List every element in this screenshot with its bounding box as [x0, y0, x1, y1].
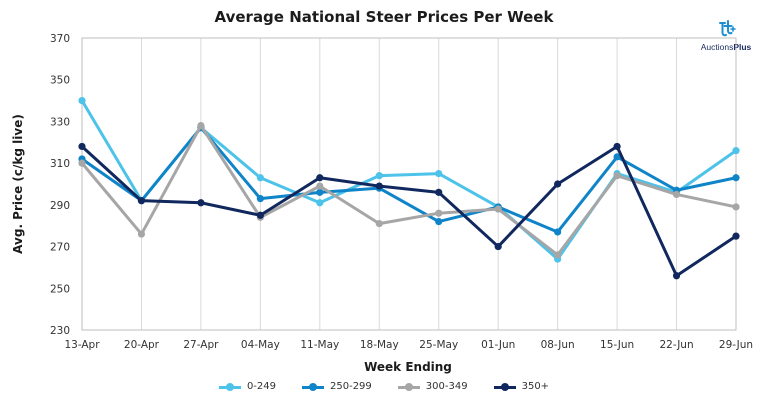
x-tick-label: 29-Jun	[719, 339, 753, 351]
x-tick-label: 11-May	[300, 339, 339, 351]
data-point	[732, 203, 740, 211]
data-point	[316, 174, 324, 182]
series-line	[80, 99, 737, 261]
plot-area-frame	[81, 37, 737, 331]
data-point	[554, 251, 562, 259]
axes	[81, 37, 737, 331]
y-tick-label: 330	[50, 116, 70, 128]
legend-item: 300-349	[397, 381, 468, 392]
data-point	[375, 172, 383, 180]
legend-swatch	[218, 382, 241, 392]
series-350+	[78, 142, 740, 280]
data-point	[435, 169, 443, 178]
data-point	[256, 211, 264, 219]
data-point	[316, 188, 324, 196]
data-point	[435, 209, 443, 217]
x-tick-label: 08-Jun	[541, 339, 575, 351]
x-tick-label: 20-Apr	[124, 339, 160, 351]
legend-swatch	[397, 382, 420, 392]
legend: 0-249 250-299 300-349 350+	[0, 381, 768, 392]
data-point	[316, 199, 324, 207]
series-line	[80, 144, 737, 278]
x-tick-label: 15-Jun	[600, 339, 634, 351]
legend-item: 250-299	[302, 381, 372, 392]
y-axis-title: Avg. Price (c/kg live)	[11, 114, 25, 254]
data-point	[256, 195, 264, 203]
data-point	[256, 174, 264, 182]
data-point	[613, 153, 621, 161]
legend-label: 0-249	[246, 381, 276, 392]
data-point	[672, 272, 681, 280]
y-tick-label: 270	[50, 242, 70, 254]
data-point	[435, 188, 443, 196]
x-tick-label: 04-May	[241, 339, 280, 351]
legend-swatch	[302, 382, 324, 392]
series-line	[81, 126, 737, 234]
x-tick-label: 18-May	[360, 339, 399, 351]
data-point	[494, 205, 502, 213]
x-tick-label: 13-Apr	[64, 339, 100, 351]
legend-label: 300-349	[425, 381, 468, 392]
series-0-249	[78, 96, 740, 263]
data-point	[554, 228, 562, 236]
y-tick-label: 290	[50, 200, 70, 212]
series-line	[80, 124, 737, 257]
data-point	[78, 142, 86, 151]
data-point	[197, 199, 205, 207]
tick-labels: 230 250 270 290 310 330 350 370 13-Apr 20-Apr 27-A…	[50, 33, 753, 351]
data-point	[613, 142, 621, 151]
brand-text-regular: Auctions	[700, 42, 734, 52]
series-lines	[78, 96, 740, 280]
data-point	[494, 242, 502, 251]
data-point	[78, 159, 86, 167]
legend-item: 0-249	[218, 381, 276, 392]
gridlines	[81, 38, 737, 330]
brand-logo: AuctionsPlus	[693, 20, 759, 60]
legend-label: 250-299	[330, 381, 372, 392]
data-point	[375, 220, 383, 228]
chart-title: Average National Steer Prices Per Week	[214, 8, 554, 26]
data-point	[137, 197, 146, 205]
auctionsplus-logo-icon	[719, 20, 736, 37]
y-tick-label: 230	[50, 325, 70, 337]
data-point	[375, 182, 383, 190]
x-tick-label: 27-Apr	[183, 339, 219, 351]
data-point	[672, 190, 681, 199]
y-tick-label: 350	[50, 75, 70, 87]
y-tick-label: 250	[50, 283, 70, 295]
legend-swatch	[493, 382, 516, 392]
data-point	[197, 122, 205, 130]
y-tick-label: 310	[50, 158, 70, 170]
data-point	[613, 172, 621, 180]
legend-label: 350+	[521, 381, 550, 392]
y-tick-label: 370	[50, 33, 70, 45]
data-point	[316, 182, 324, 190]
data-point	[435, 217, 443, 226]
data-point	[732, 147, 740, 155]
x-tick-label: 01-Jun	[481, 339, 515, 351]
data-point	[732, 174, 740, 182]
data-point	[137, 230, 146, 238]
x-tick-label: 22-Jun	[659, 339, 693, 351]
brand-text-bold: Plus	[733, 42, 752, 52]
data-point	[78, 96, 86, 105]
data-point	[732, 232, 740, 240]
data-point	[554, 180, 562, 188]
legend-item: 350+	[493, 381, 550, 392]
x-axis-title: Week Ending	[364, 360, 452, 374]
x-tick-label: 25-May	[419, 339, 458, 351]
